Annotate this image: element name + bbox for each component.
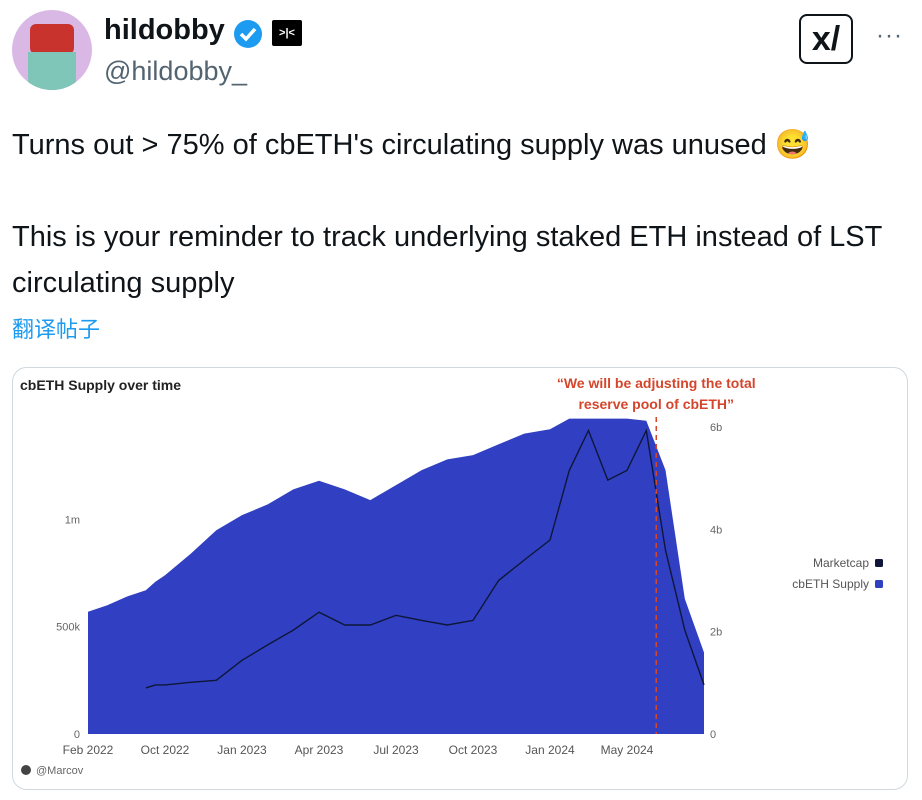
grok-button[interactable]: x/ [799,14,853,64]
x-tick-label: May 2024 [601,743,654,757]
paragraph: Turns out > 75% of cbETH's circulating s… [12,129,811,161]
y-tick-label: 500k [56,622,80,634]
y-tick-label: 1m [65,514,80,526]
legend-label: Marketcap [813,556,869,570]
avatar-body [28,52,76,90]
legend-swatch [875,580,883,588]
chart-title: cbETH Supply over time [20,377,181,393]
y2-tick-label: 0 [710,729,716,741]
annotation-text: reserve pool of cbETH” [578,396,734,412]
credit-icon [21,765,31,775]
x-tick-label: Feb 2022 [63,743,114,757]
affiliate-badge: >|< [272,20,302,46]
avatar[interactable] [12,10,92,90]
paragraph: This is your reminder to track underlyin… [12,221,882,299]
avatar-hat [30,24,74,54]
y-tick-label: 0 [74,729,80,741]
legend-swatch [875,559,883,567]
translate-link[interactable]: 翻译帖子 [12,317,101,342]
legend-label: cbETH Supply [792,577,869,591]
chart: cbETH Supply over time @Marcov 0 500k 1m 0 2… [12,367,908,790]
x-tick-label: Jan 2023 [217,743,267,757]
y2-tick-label: 6b [710,422,722,434]
y2-tick-label: 4b [710,524,722,536]
x-tick-label: Jan 2024 [525,743,575,757]
area [88,418,704,734]
x-tick-label: Oct 2023 [449,743,498,757]
annotation-text: “We will be adjusting the total [557,375,756,391]
x-tick-label: Jul 2023 [373,743,419,757]
author-handle[interactable]: @hildobby_ [104,56,248,86]
verified-badge [234,20,262,48]
author-name[interactable]: hildobby [104,14,225,46]
x-tick-label: Apr 2023 [295,743,344,757]
x-tick-label: Oct 2022 [141,743,190,757]
line [145,428,705,689]
credit: @Marcov [36,765,84,777]
y2-tick-label: 2b [710,627,722,639]
post-text: Turns out > 75% of cbETH's circulating s… [12,122,912,306]
more-button[interactable]: ··· [876,22,903,49]
